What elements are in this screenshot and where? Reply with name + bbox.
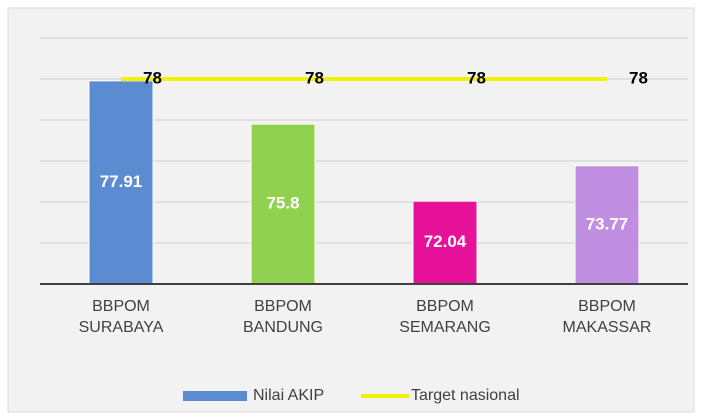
- data-label: 72.04: [424, 232, 467, 251]
- data-label: 78: [467, 68, 486, 87]
- legend-label: Target nasional: [411, 387, 520, 404]
- x-tick-label: BBPOM BANDUNG: [242, 298, 323, 336]
- x-tick-label: BBPOM SEMARANG: [399, 298, 491, 336]
- data-label: 77.91: [100, 172, 143, 191]
- bar: [250, 123, 316, 285]
- legend-label: Nilai AKIP: [253, 387, 325, 404]
- bar: [574, 165, 640, 285]
- data-label: 78: [629, 68, 648, 87]
- data-label: 78: [305, 68, 324, 87]
- bar: [412, 200, 478, 285]
- data-label: 73.77: [586, 214, 629, 233]
- x-tick-label: BBPOM SURABAYA: [78, 298, 164, 336]
- legend-swatch: [183, 391, 247, 401]
- bar: [88, 80, 154, 285]
- x-tick-label: BBPOM MAKASSAR: [562, 298, 652, 336]
- data-label: 78: [143, 68, 162, 87]
- data-label: 75.8: [266, 194, 299, 213]
